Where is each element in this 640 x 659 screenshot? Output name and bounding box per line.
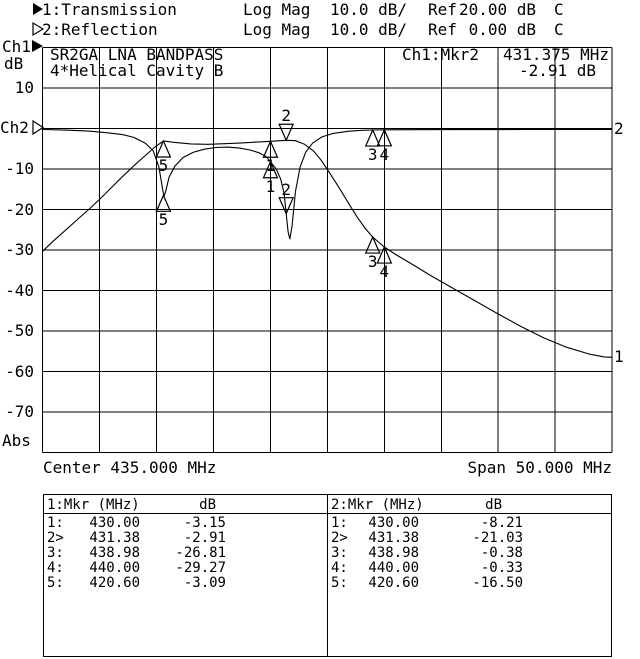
trace2-scale: 10.0 dB/ (330, 20, 408, 39)
table1-row1-marker-number: 1: (47, 515, 64, 531)
trace2-format: Log Mag (243, 20, 311, 39)
abs-mode-label: Abs (2, 431, 31, 450)
table2-row4-value: -0.33 (480, 560, 523, 576)
y-tick-label: 10 (14, 78, 34, 97)
table2-row1-value: -8.21 (480, 515, 523, 531)
table2-row1-frequency: 430.00 (368, 515, 419, 531)
table2-row2-marker-number: 2> (331, 530, 348, 546)
table1-row2-marker-number: 2> (47, 530, 64, 546)
y-tick-label: -20 (5, 200, 34, 219)
table-border-left (43, 494, 44, 657)
marker-4-trace2-number: 4 (379, 144, 390, 164)
trace2-label: 2:Reflection (42, 20, 158, 39)
ch2-axis-label: Ch2 (0, 118, 29, 137)
measurement-title-line2: 4*Helical Cavity B (50, 61, 224, 80)
y-tick-label: -50 (5, 321, 34, 340)
table1-row4-value: -29.27 (175, 560, 226, 576)
table1-row5-frequency: 420.60 (89, 575, 140, 591)
table1-row1-frequency: 430.00 (89, 515, 140, 531)
table2-row5-frequency: 420.60 (368, 575, 419, 591)
marker-2-trace2-triangle-icon (278, 197, 295, 216)
trace-2-curve (42, 128, 613, 240)
marker-2-trace2-number: 2 (281, 179, 291, 199)
table1-row5-value: -3.09 (183, 575, 226, 591)
table1-header-title: 1:Mkr (MHz) (47, 497, 140, 513)
marker-4-trace2-triangle-icon (376, 128, 393, 147)
trace2-inactive-arrow-icon (32, 21, 45, 37)
table1-row4-frequency: 440.00 (89, 560, 140, 576)
table2-row1-marker-number: 1: (331, 515, 348, 531)
marker-3-trace2-number: 3 (367, 145, 378, 165)
ch1-ref-arrow-icon (32, 40, 43, 52)
y-tick-label: -70 (5, 402, 34, 421)
ch2-ref-arrow-icon (32, 119, 45, 136)
marker-5-trace2-number: 5 (158, 210, 169, 230)
trace-2-end-label: 2 (614, 119, 624, 138)
center-frequency-label: Center 435.000 MHz (43, 458, 217, 477)
trace-1-curve (42, 139, 613, 358)
trace1-format: Log Mag (243, 0, 311, 19)
marker-readout-channel: Ch1:Mkr2 (402, 45, 480, 64)
trace1-ref-label: Ref (428, 0, 457, 19)
y-tick-label: -40 (5, 281, 34, 300)
axis-units-label: dB (4, 54, 24, 73)
table1-row1-value: -3.15 (183, 515, 226, 531)
trace2-cal-flag: C (554, 20, 564, 39)
table2-header-title: 2:Mkr (MHz) (331, 497, 424, 513)
trace1-ref-value: 20.00 dB (458, 0, 536, 19)
table1-row5-marker-number: 5: (47, 575, 64, 591)
y-tick-label: -10 (5, 159, 34, 178)
marker-readout-value: -2.91 dB (518, 61, 596, 80)
span-frequency-label: Span 50.000 MHz (467, 458, 613, 477)
marker-3-trace1-number: 3 (367, 252, 378, 272)
table1-header-unit: dB (199, 497, 216, 513)
table-border-right (611, 494, 612, 657)
table2-row4-frequency: 440.00 (368, 560, 419, 576)
marker-5-trace1-number: 5 (158, 156, 169, 175)
marker-1-trace1-number: 1 (265, 156, 276, 176)
table-header-underline (43, 513, 612, 514)
table2-row3-frequency: 438.98 (368, 545, 419, 561)
table1-row4-marker-number: 4: (47, 560, 64, 576)
marker-5-trace2-triangle-icon (155, 193, 172, 212)
marker-3-trace1-triangle-icon (364, 235, 381, 254)
table2-row2-frequency: 431.38 (368, 530, 419, 546)
table1-row3-frequency: 438.98 (89, 545, 140, 561)
table2-row2-value: -21.03 (472, 530, 523, 546)
trace1-cal-flag: C (554, 0, 564, 19)
measurement-title-line1: SR2GA LNA BANDPASS (50, 45, 224, 64)
y-tick-label: -60 (5, 362, 34, 381)
trace1-active-arrow-icon (33, 3, 43, 15)
table2-row5-value: -16.50 (472, 575, 523, 591)
table2-row3-marker-number: 3: (331, 545, 348, 561)
trace1-label: 1:Transmission (42, 0, 177, 19)
marker-1-trace2-triangle-icon (262, 160, 279, 179)
trace2-ref-value: 0.00 dB (468, 20, 536, 39)
table2-row5-marker-number: 5: (331, 575, 348, 591)
table1-row2-frequency: 431.38 (89, 530, 140, 546)
trace2-ref-label: Ref (428, 20, 457, 39)
table1-row3-value: -26.81 (175, 545, 226, 561)
y-tick-label: -30 (5, 240, 34, 259)
table2-header-unit: dB (485, 497, 502, 513)
marker-1-trace2-number: 1 (265, 176, 276, 196)
marker-4-trace1-triangle-icon (376, 245, 393, 264)
marker-4-trace1-number: 4 (379, 262, 390, 282)
table2-row3-value: -0.38 (480, 545, 523, 561)
marker-readout-freq: 431.375 MHz (503, 45, 609, 64)
marker-2-trace1-number: 2 (281, 106, 291, 126)
table2-row4-marker-number: 4: (331, 560, 348, 576)
marker-3-trace2-triangle-icon (364, 128, 381, 147)
trace-1-end-label: 1 (614, 347, 624, 366)
marker-5-trace1-triangle-icon (155, 139, 172, 158)
table-divider (327, 494, 328, 657)
ch1-axis-label: Ch1 (2, 37, 31, 56)
trace1-scale: 10.0 dB/ (330, 0, 408, 19)
marker-2-trace1-triangle-icon (278, 123, 295, 142)
table1-row3-marker-number: 3: (47, 545, 64, 561)
table1-row2-value: -2.91 (183, 530, 226, 546)
marker-1-trace1-triangle-icon (262, 139, 279, 158)
